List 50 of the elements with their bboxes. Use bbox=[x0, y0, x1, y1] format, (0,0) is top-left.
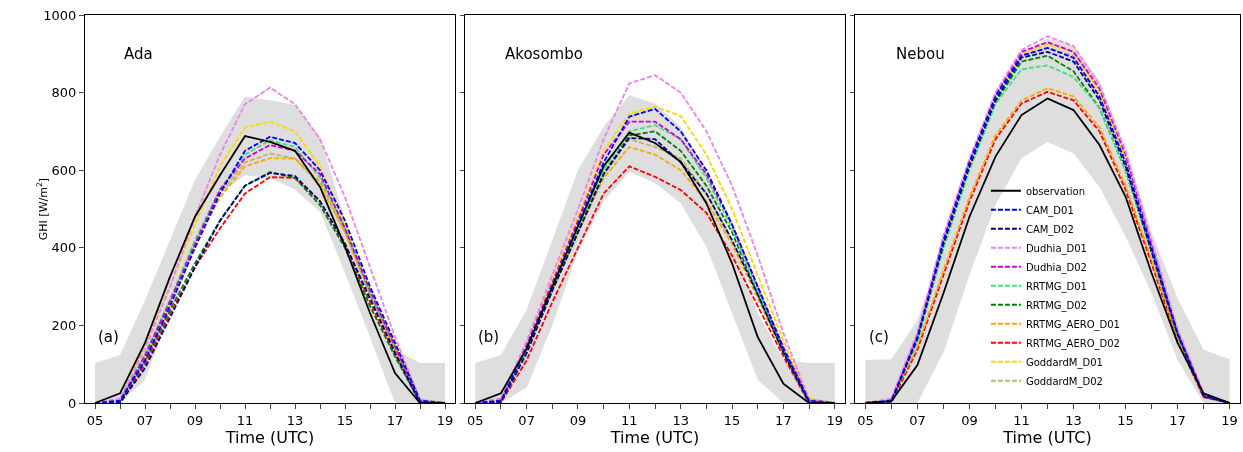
legend-label: CAM_D02 bbox=[1025, 223, 1074, 236]
x-axis-title: Time (UTC) bbox=[224, 427, 315, 447]
legend-label: Dudhia_D02 bbox=[1025, 261, 1087, 274]
x-tick-label: 13 bbox=[286, 412, 304, 428]
x-tick-label: 19 bbox=[436, 412, 454, 428]
x-tick-label: 09 bbox=[961, 412, 978, 428]
x-tick-label: 15 bbox=[723, 412, 741, 428]
x-tick-label: 05 bbox=[467, 412, 484, 428]
y-tick-label: 400 bbox=[51, 240, 77, 256]
legend-label: RRTMG_D01 bbox=[1025, 280, 1087, 293]
x-tick-label: 09 bbox=[186, 412, 204, 428]
x-tick-label: 05 bbox=[857, 412, 874, 428]
x-tick-label: 11 bbox=[621, 412, 638, 428]
x-tick-label: 17 bbox=[386, 412, 404, 428]
legend-label: RRTMG_D02 bbox=[1025, 299, 1087, 312]
x-tick-label: 13 bbox=[1065, 412, 1082, 428]
x-tick-label: 07 bbox=[909, 412, 926, 428]
x-tick-label: 11 bbox=[236, 412, 254, 428]
x-tick-label: 17 bbox=[1169, 412, 1186, 428]
y-tick-label: 0 bbox=[68, 395, 77, 411]
x-axis-title: Time (UTC) bbox=[609, 427, 700, 447]
x-tick-label: 09 bbox=[569, 412, 587, 428]
x-tick-label: 15 bbox=[1117, 412, 1134, 428]
x-tick-label: 07 bbox=[518, 412, 535, 428]
text: Ada bbox=[124, 45, 153, 63]
x-tick-label: 05 bbox=[86, 412, 104, 428]
legend-label: RRTMG_AERO_D02 bbox=[1025, 337, 1120, 350]
y-tick-label: 200 bbox=[51, 317, 77, 333]
annotation: (c) bbox=[869, 328, 889, 346]
legend-label: CAM_D01 bbox=[1025, 204, 1074, 217]
x-tick-label: 13 bbox=[672, 412, 689, 428]
text: Nebou bbox=[896, 45, 945, 63]
y-tick-label: 1000 bbox=[43, 7, 77, 23]
y-tick-label: 800 bbox=[51, 85, 77, 101]
legend-label: RRTMG_AERO_D01 bbox=[1025, 318, 1120, 331]
annotation: (a) bbox=[98, 328, 119, 346]
annotation: (b) bbox=[478, 328, 500, 346]
legend-label: GoddardM_D01 bbox=[1025, 356, 1103, 369]
x-axis-title: Time (UTC) bbox=[1002, 427, 1092, 447]
x-tick-label: 11 bbox=[1013, 412, 1030, 428]
x-tick-label: 15 bbox=[336, 412, 354, 428]
legend-label: observation bbox=[1025, 185, 1086, 197]
x-tick-label: 19 bbox=[1221, 412, 1238, 428]
x-tick-label: 17 bbox=[775, 412, 792, 428]
legend-label: Dudhia_D01 bbox=[1025, 242, 1087, 255]
legend-label: GoddardM_D02 bbox=[1025, 375, 1103, 388]
x-tick-label: 07 bbox=[136, 412, 154, 428]
text: Akosombo bbox=[505, 45, 583, 63]
x-tick-label: 19 bbox=[826, 412, 843, 428]
y-tick-label: 600 bbox=[51, 162, 77, 178]
